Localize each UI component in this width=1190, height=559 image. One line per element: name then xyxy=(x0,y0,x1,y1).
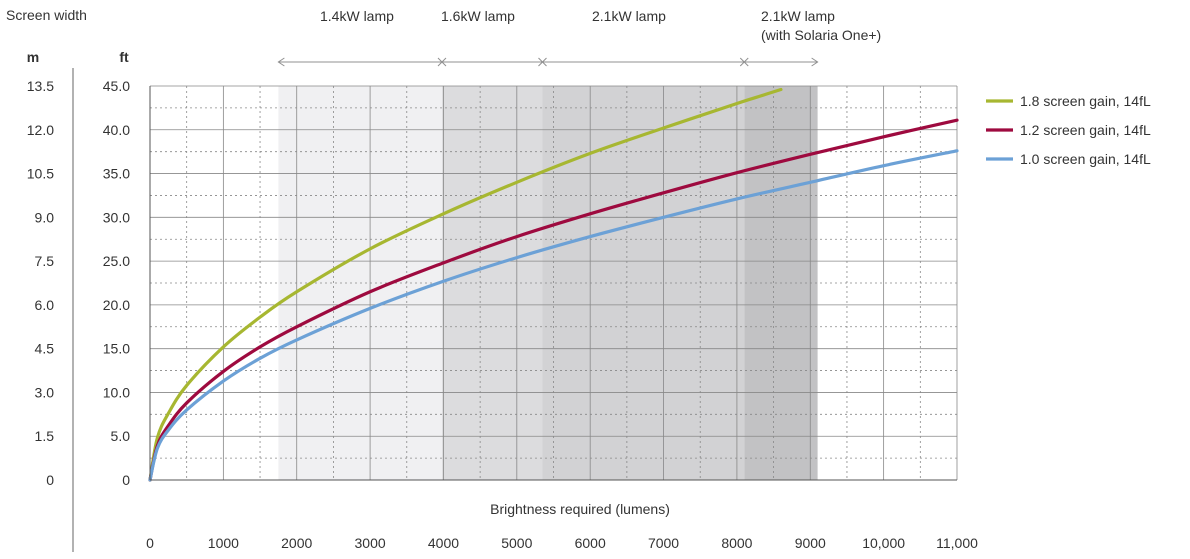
series-lines xyxy=(148,87,959,482)
y-tick-label-ft: 0 xyxy=(122,472,130,488)
x-tick-label: 9000 xyxy=(795,535,826,551)
range-divider-icon xyxy=(437,57,447,67)
legend-label: 1.0 screen gain, 14fL xyxy=(1020,151,1151,167)
y-tick-label-ft: 45.0 xyxy=(103,78,130,94)
lamp-band xyxy=(542,86,745,480)
y-tick-label-m: 10.5 xyxy=(27,166,54,182)
arrow-right-icon xyxy=(811,57,819,67)
x-tick-label: 11,000 xyxy=(936,535,978,551)
y-tick-label-ft: 40.0 xyxy=(103,122,130,138)
series-line xyxy=(148,149,959,482)
axes xyxy=(72,68,957,552)
lamp-label: 1.4kW lamp xyxy=(320,8,394,24)
unit-m-label: m xyxy=(27,49,39,65)
y-tick-label-ft: 5.0 xyxy=(111,428,131,444)
y-tick-label-ft: 35.0 xyxy=(103,166,130,182)
lamp-labels: 1.4kW lamp 1.6kW lamp 2.1kW lamp 2.1kW lamp… xyxy=(277,8,881,67)
y-tick-label-ft: 25.0 xyxy=(103,253,130,269)
y-tick-label-m: 1.5 xyxy=(35,428,55,444)
x-axis-title: Brightness required (lumens) xyxy=(490,501,670,517)
lamp-label: 2.1kW lamp xyxy=(761,8,835,24)
x-tick-label: 5000 xyxy=(501,535,532,551)
legend-label: 1.8 screen gain, 14fL xyxy=(1020,93,1151,109)
screen-width-label: Screen width xyxy=(6,7,87,23)
series-line xyxy=(148,118,959,482)
lamp-label: 1.6kW lamp xyxy=(441,8,515,24)
lamp-label-sub: (with Solaria One+) xyxy=(761,27,881,43)
range-divider-icon xyxy=(538,57,547,67)
y-tick-label-m: 4.5 xyxy=(35,341,55,357)
x-tick-label: 6000 xyxy=(575,535,606,551)
x-tick-label: 0 xyxy=(146,535,154,551)
legend: 1.8 screen gain, 14fL 1.2 screen gain, 14… xyxy=(986,93,1151,167)
y-tick-label-m: 3.0 xyxy=(35,384,55,400)
y-tick-label-m: 0 xyxy=(46,472,54,488)
legend-label: 1.2 screen gain, 14fL xyxy=(1020,122,1151,138)
x-tick-label: 4000 xyxy=(428,535,459,551)
y-tick-label-m: 13.5 xyxy=(27,78,54,94)
lamp-label: 2.1kW lamp xyxy=(592,8,666,24)
tick-labels: 45.0 40.0 35.0 30.0 25.0 20.0 15.0 10.0 5.0 0 13.5… xyxy=(27,78,978,551)
x-tick-label: 8000 xyxy=(721,535,752,551)
unit-ft-label: ft xyxy=(119,49,129,65)
y-tick-label-ft: 15.0 xyxy=(103,341,130,357)
y-tick-label-ft: 10.0 xyxy=(103,384,130,400)
series-line xyxy=(148,87,783,482)
y-tick-label-ft: 30.0 xyxy=(103,209,130,225)
range-divider-icon xyxy=(739,57,749,67)
x-tick-label: 10,000 xyxy=(862,535,905,551)
x-tick-label: 1000 xyxy=(208,535,239,551)
arrow-left-icon xyxy=(277,57,285,67)
y-tick-label-m: 7.5 xyxy=(35,253,55,269)
y-tick-label-m: 12.0 xyxy=(27,122,54,138)
x-tick-label: 2000 xyxy=(281,535,312,551)
x-tick-label: 7000 xyxy=(648,535,679,551)
y-tick-label-m: 9.0 xyxy=(35,209,55,225)
x-tick-label: 3000 xyxy=(355,535,386,551)
y-tick-label-ft: 20.0 xyxy=(103,297,130,313)
lamp-band xyxy=(441,86,543,480)
y-tick-label-m: 6.0 xyxy=(35,297,55,313)
